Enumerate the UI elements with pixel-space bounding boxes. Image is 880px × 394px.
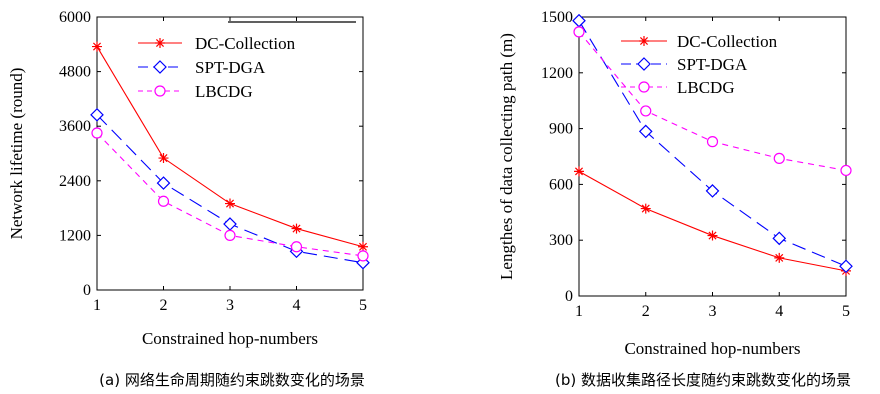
data-point [773, 152, 785, 164]
y-tick-label: 3600 [59, 118, 91, 135]
y-tick-label: 300 [549, 232, 573, 249]
legend-label: SPT-DGA [677, 55, 748, 74]
y-tick-label: 2400 [59, 173, 91, 190]
y-axis-ticks: 0 300 600 900 1200 1500 [541, 9, 846, 305]
legend-marker [154, 85, 166, 97]
y-axis-label: Network lifetime (round) [7, 68, 26, 240]
legend-marker [637, 57, 651, 71]
x-axis-ticks: 1 2 3 4 5 [93, 17, 367, 314]
x-axis-ticks: 1 2 3 4 5 [575, 17, 850, 320]
legend-marker [153, 60, 167, 74]
legend-label: LBCDG [195, 82, 253, 101]
data-point [772, 231, 787, 246]
y-tick-label: 600 [549, 176, 573, 193]
x-tick-label: 2 [160, 297, 168, 314]
x-tick-label: 1 [93, 297, 101, 314]
data-point [705, 184, 720, 198]
data-point [223, 217, 237, 231]
series-layer [90, 41, 370, 270]
legend-label: DC-Collection [195, 34, 296, 53]
legend-label: LBCDG [677, 78, 735, 97]
series-line-lbcdg [578, 31, 847, 171]
data-point [840, 164, 852, 177]
x-tick-label: 5 [842, 303, 850, 320]
y-tick-label: 0 [83, 282, 91, 299]
chart-panel-b: 0 300 600 900 1200 1500 1 2 3 4 5 DC-Collection SP… [497, 9, 853, 389]
x-tick-label: 1 [575, 303, 583, 320]
data-point [157, 195, 170, 207]
data-point [839, 259, 853, 274]
data-point [90, 107, 104, 122]
y-tick-label: 6000 [59, 9, 91, 26]
legend-label: SPT-DGA [195, 58, 266, 77]
data-point [357, 250, 369, 262]
y-axis-label: Lengthes of data collecting path (m) [497, 33, 516, 280]
x-tick-label: 3 [226, 297, 234, 314]
x-tick-label: 4 [775, 303, 783, 320]
legend-marker [639, 36, 649, 46]
legend-marker [638, 81, 650, 93]
series-layer [572, 13, 853, 276]
y-tick-label: 1200 [59, 227, 91, 244]
y-axis-ticks: 0 1200 2400 3600 4800 6000 [59, 9, 363, 299]
figure-caption: (b) 数据收集路径长度随约束跳数变化的场景 [555, 371, 851, 389]
x-tick-label: 3 [709, 303, 717, 320]
legend-marker [155, 38, 165, 48]
legend-label: DC-Collection [677, 32, 778, 51]
x-tick-label: 4 [293, 297, 301, 314]
y-tick-label: 0 [565, 288, 573, 305]
y-tick-label: 900 [549, 121, 573, 138]
y-tick-label: 4800 [59, 64, 91, 81]
x-axis-label: Constrained hop-numbers [624, 339, 800, 358]
data-point [574, 166, 584, 177]
data-point [358, 241, 368, 252]
chart-panel-a: 0 1200 2400 3600 4800 6000 1 2 3 4 5 DC-Collectio… [7, 9, 370, 389]
data-point [640, 105, 652, 117]
data-point [91, 127, 103, 139]
data-point [638, 124, 653, 139]
data-point [224, 229, 236, 241]
y-tick-label: 1200 [541, 65, 573, 82]
legend: DC-Collection SPT-DGA LBCDG [138, 34, 296, 101]
x-axis-label: Constrained hop-numbers [142, 329, 318, 348]
figure-caption: (a) 网络生命周期随约束跳数变化的场景 [99, 371, 365, 389]
data-point [707, 230, 718, 241]
data-point [225, 198, 235, 209]
data-point [640, 203, 651, 214]
data-point [291, 223, 302, 234]
data-point [158, 153, 169, 164]
x-tick-label: 5 [359, 297, 367, 314]
legend: DC-Collection SPT-DGA LBCDG [621, 32, 778, 97]
data-point [706, 136, 719, 148]
data-point [156, 176, 171, 190]
x-tick-label: 2 [642, 303, 650, 320]
data-point [573, 26, 585, 38]
data-point [290, 241, 303, 253]
y-tick-label: 1500 [541, 9, 573, 26]
data-point [92, 41, 102, 52]
data-point [774, 252, 785, 263]
